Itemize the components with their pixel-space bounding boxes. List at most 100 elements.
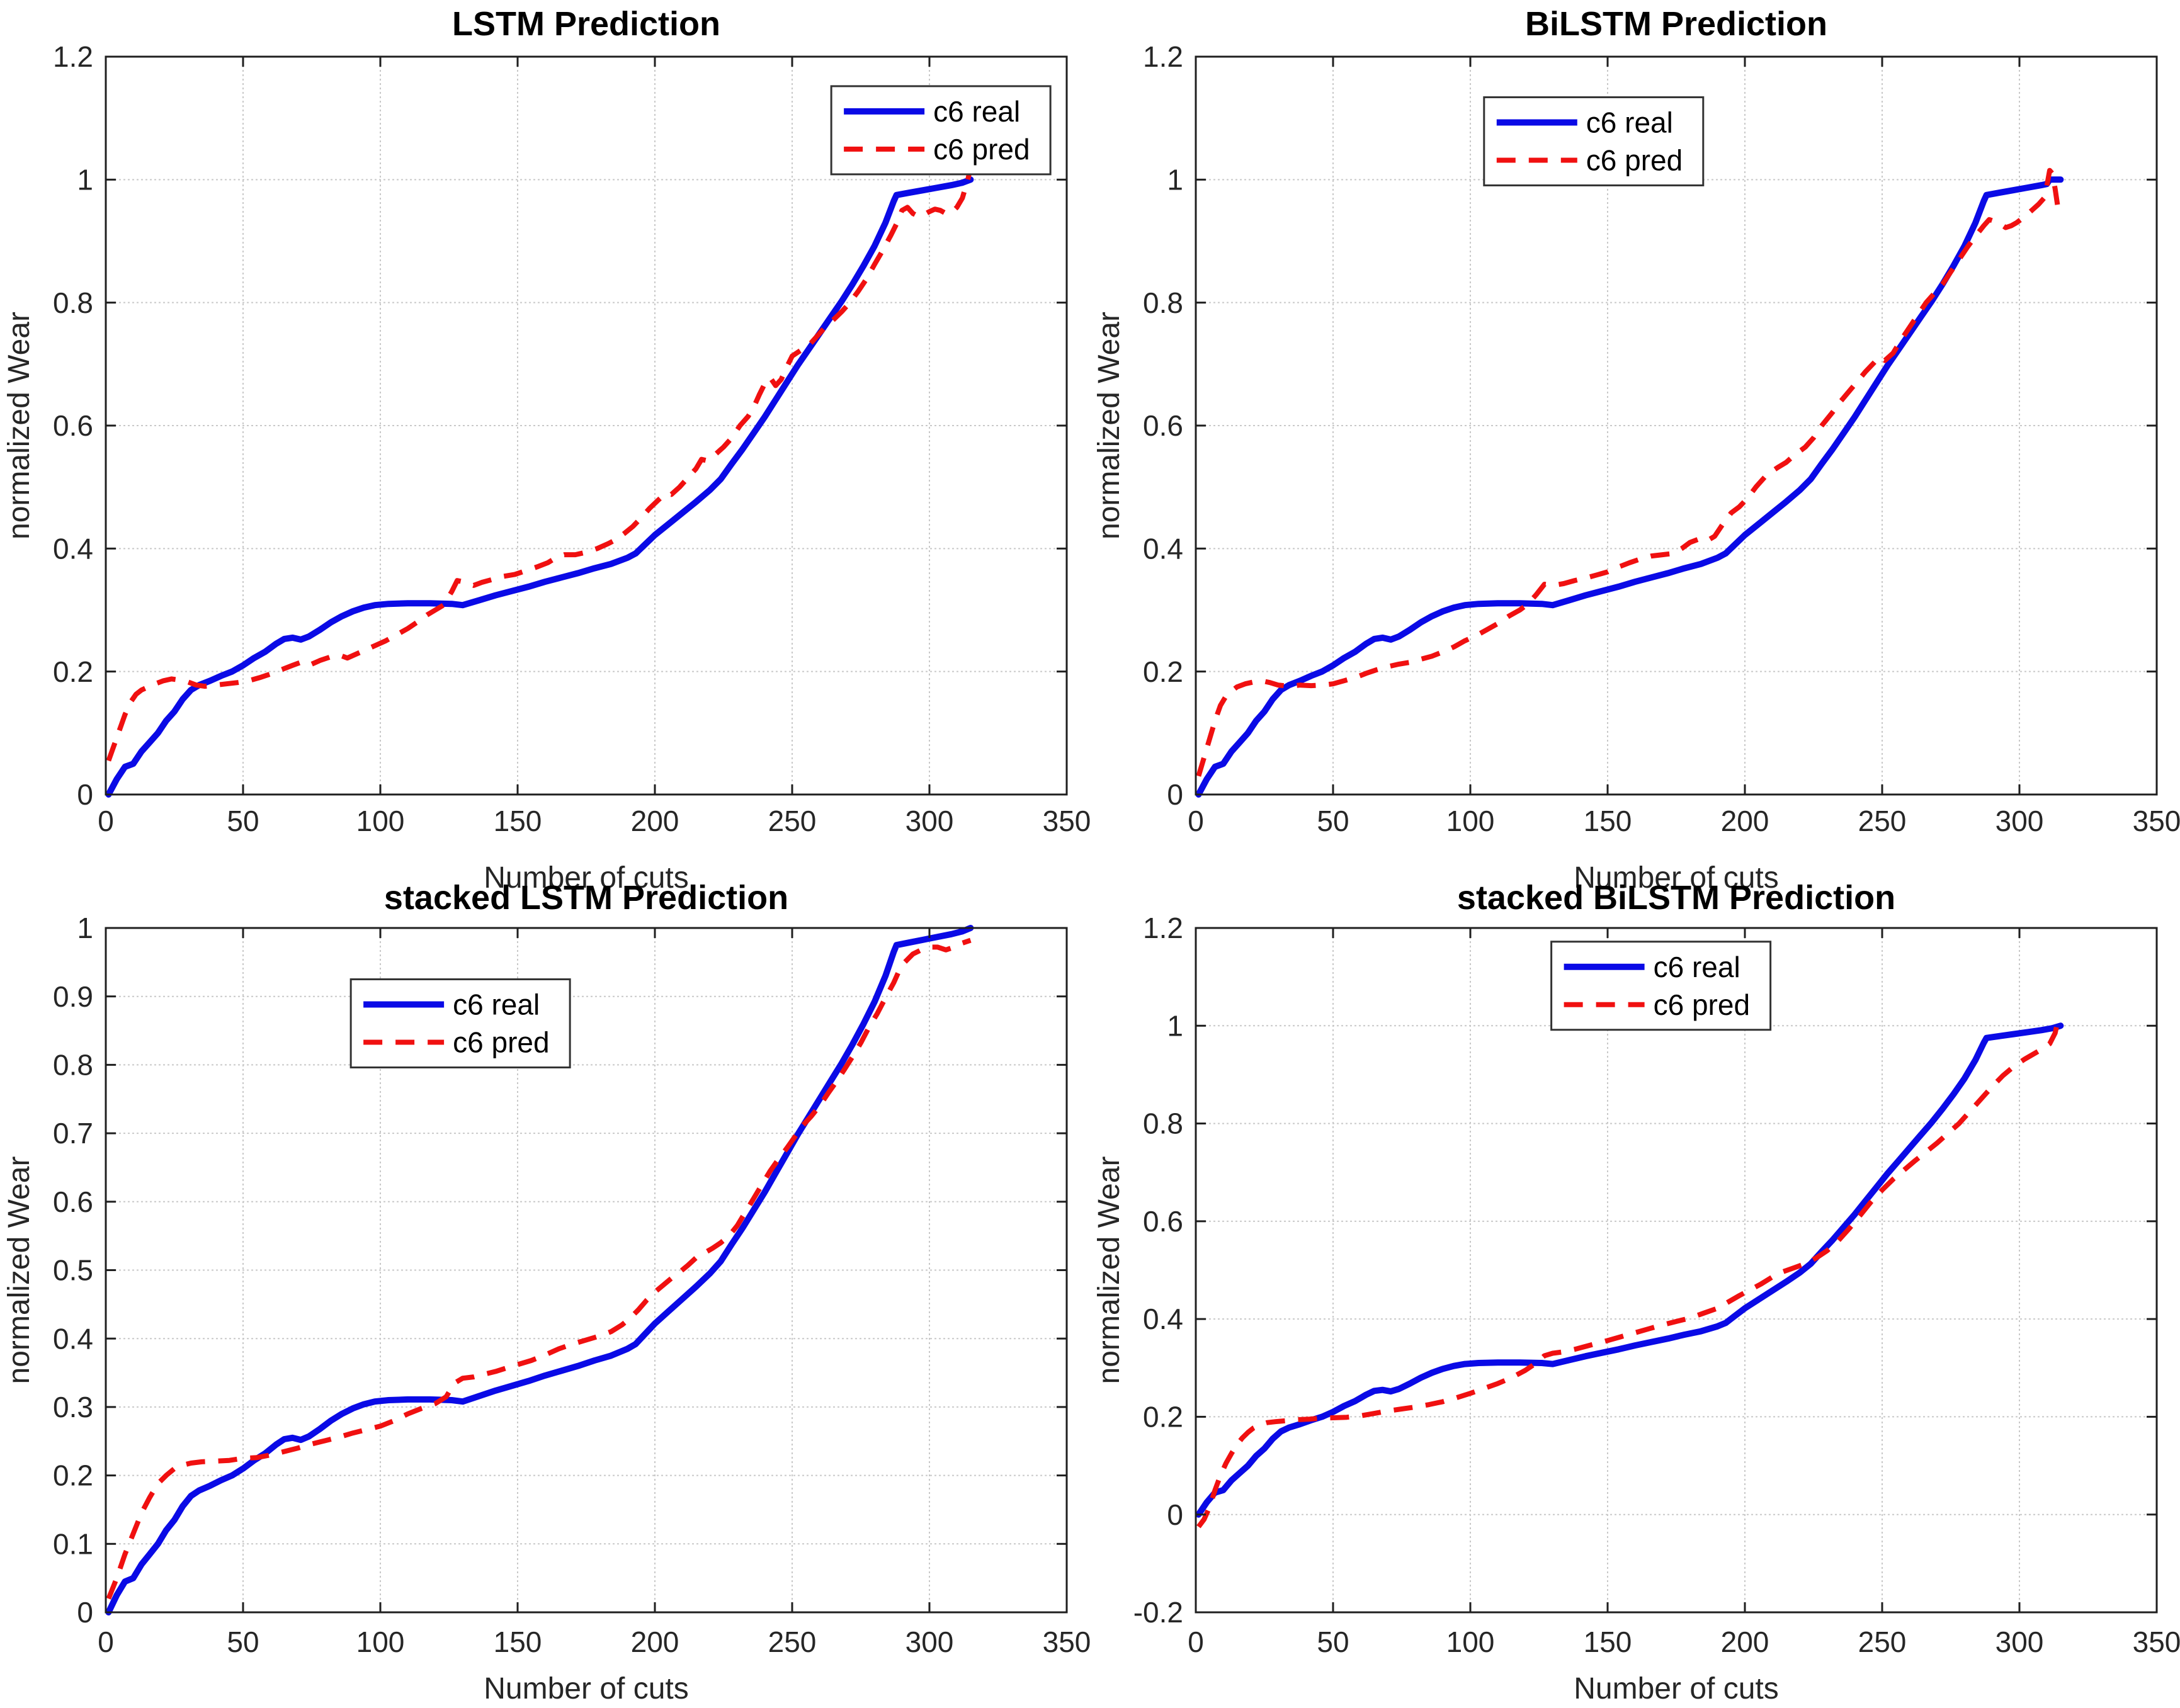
x-tick-label: 0 [1188,1626,1204,1658]
y-tick-label: 0.4 [53,1322,93,1355]
x-axis-label: Number of cuts [1574,1672,1778,1705]
x-tick-label: 150 [494,805,542,837]
legend-label: c6 pred [933,133,1030,166]
series-line-real [1195,176,2064,798]
legend: c6 real c6 pred [830,85,1052,176]
legend-label: c6 pred [1586,144,1683,177]
x-tick-label: 0 [1188,805,1204,837]
x-tick-label: 0 [98,805,114,837]
legend-box [830,85,1052,176]
series-line-real [1195,1022,2064,1518]
y-tick-label: 0.1 [53,1527,93,1560]
x-tick-label: 100 [1446,805,1495,837]
x-tick-label: 350 [1043,805,1090,837]
y-tick-label: 0.2 [1143,655,1183,688]
y-tick-label: 0.4 [1143,1303,1183,1335]
legend-box [349,978,571,1069]
x-tick-label: 250 [768,1626,817,1658]
x-tick-label: 200 [631,805,679,837]
y-tick-label: 1.2 [1143,912,1183,944]
x-tick-label: 250 [768,805,817,837]
x-tick-label: 350 [2133,1626,2180,1658]
x-tick-label: 50 [1317,805,1349,837]
y-tick-label: -0.2 [1133,1596,1183,1629]
chart-title: stacked BiLSTM Prediction [1457,879,1895,917]
x-tick-label: 200 [1721,805,1769,837]
series-line-pred [106,166,974,762]
y-tick-label: 1.2 [1143,40,1183,73]
x-tick-label: 50 [227,805,259,837]
y-tick-label: 0.8 [1143,286,1183,319]
y-axis-label: normalized Wear [3,1157,36,1384]
x-tick-label: 250 [1858,805,1907,837]
x-axis-label: Number of cuts [1574,861,1778,895]
y-axis-label: normalized Wear [1093,1157,1126,1384]
x-tick-label: 50 [227,1626,259,1658]
chart-stacked-bilstm: 0 50 100 150 200 250 300 350 -0.2 0 0.2 0.4 0.6 0.8 1 1… [1090,854,2180,1708]
y-tick-label: 0 [1167,778,1183,811]
chart-title: BiLSTM Prediction [1525,5,1827,43]
y-tick-label: 0.4 [53,532,93,565]
x-axis-label: Number of cuts [484,861,688,895]
legend-label: c6 pred [1654,988,1750,1021]
y-tick-label: 0.6 [53,409,93,442]
legend: c6 real c6 pred [1483,96,1705,186]
legend-label: c6 real [1586,106,1673,139]
y-tick-label: 1 [1167,1009,1183,1042]
axes-box [1195,927,2158,1614]
chart-svg: 0 50 100 150 200 250 300 350 0 0.1 0.2 0.3 0.4 0.5 0.6… [3,879,1090,1705]
legend-label: c6 real [453,988,540,1021]
x-tick-label: 200 [1721,1626,1769,1658]
x-tick-label: 300 [905,805,954,837]
chart-svg: 0 50 100 150 200 250 300 350 0 0.2 0.4 0.6 0.8 1 1.2 LS… [3,5,1090,895]
x-tick-label: 50 [1317,1626,1349,1658]
y-tick-label: 0.2 [53,655,93,688]
x-tick-label: 150 [1584,1626,1632,1658]
y-tick-label: 0 [77,778,93,811]
x-tick-label: 300 [905,1626,954,1658]
y-tick-label: 0.2 [53,1459,93,1492]
x-tick-label: 200 [631,1626,679,1658]
y-tick-label: 1.2 [53,40,93,73]
chart-title: LSTM Prediction [452,5,720,43]
y-tick-label: 0.6 [53,1185,93,1218]
x-tick-label: 350 [2133,805,2180,837]
x-tick-label: 100 [356,1626,405,1658]
y-tick-label: 1 [77,163,93,196]
legend: c6 real c6 pred [349,978,571,1069]
x-tick-label: 300 [1995,1626,2044,1658]
legend-box [1550,941,1772,1031]
series-line-real [105,176,974,798]
series-line-pred [106,937,972,1600]
x-tick-label: 100 [356,805,405,837]
y-tick-label: 0.6 [1143,1205,1183,1238]
y-tick-label: 0.6 [1143,409,1183,442]
y-tick-label: 1 [1167,163,1183,196]
y-axis-label: normalized Wear [3,312,36,540]
legend-label: c6 real [1654,951,1740,983]
x-tick-label: 350 [1043,1626,1090,1658]
x-tick-label: 150 [494,1626,542,1658]
y-tick-label: 0.8 [53,286,93,319]
y-tick-label: 0.5 [53,1254,93,1287]
legend: c6 real c6 pred [1550,941,1772,1031]
x-tick-label: 150 [1584,805,1632,837]
chart-bilstm: 0 50 100 150 200 250 300 350 0 0.2 0.4 0.6 0.8 1 1.2 Bi… [1090,0,2180,919]
y-axis-label: normalized Wear [1093,312,1126,540]
x-tick-label: 100 [1446,1626,1495,1658]
series-line-pred [1196,167,2064,777]
legend-box [1483,96,1705,186]
y-tick-label: 1 [77,912,93,944]
legend-label: c6 real [933,95,1020,128]
chart-svg: 0 50 100 150 200 250 300 350 0 0.2 0.4 0.6 0.8 1 1.2 Bi… [1093,5,2180,895]
chart-lstm: 0 50 100 150 200 250 300 350 0 0.2 0.4 0.6 0.8 1 1.2 LS… [0,0,1090,919]
y-tick-label: 0.7 [53,1117,93,1150]
chart-svg: 0 50 100 150 200 250 300 350-0.200.20.40.60.811… [1093,879,2180,1705]
chart-title: stacked LSTM Prediction [384,879,788,917]
y-tick-label: 0.2 [1143,1401,1183,1434]
y-tick-label: 0.4 [1143,532,1183,565]
y-tick-label: 0 [1167,1498,1183,1531]
x-tick-label: 300 [1995,805,2044,837]
y-tick-label: 0 [77,1596,93,1629]
